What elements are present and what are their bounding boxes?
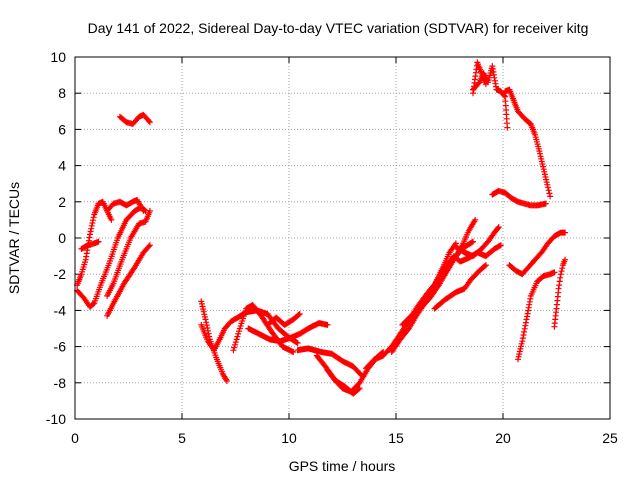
series-track-4 — [104, 197, 147, 214]
x-tick-label: 25 — [602, 430, 618, 446]
series-track-24 — [502, 86, 554, 200]
series-track-9 — [198, 307, 301, 354]
point-markers — [104, 197, 147, 214]
series-track-7 — [116, 111, 153, 127]
data-series — [74, 59, 569, 397]
series-track-15 — [324, 367, 363, 397]
point-markers — [294, 345, 365, 379]
series-track-13 — [294, 345, 365, 379]
x-tick-label: 20 — [495, 430, 511, 446]
point-markers — [104, 242, 153, 319]
y-tick-label: 6 — [58, 121, 66, 137]
point-markers — [324, 367, 363, 397]
point-markers — [515, 269, 558, 363]
y-tick-label: 10 — [50, 49, 66, 65]
point-markers — [264, 311, 303, 328]
point-markers — [116, 111, 153, 127]
point-markers — [104, 207, 153, 299]
x-tick-label: 15 — [388, 430, 404, 446]
x-axis-label: GPS time / hours — [289, 458, 396, 474]
point-markers — [489, 187, 549, 209]
y-tick-label: 8 — [58, 85, 66, 101]
y-tick-label: 0 — [58, 230, 66, 246]
y-axis-label: SDTVAR / TECUs — [6, 182, 22, 294]
series-track-8 — [198, 298, 230, 384]
series-track-25 — [489, 187, 549, 209]
series-track-12 — [264, 311, 303, 328]
point-markers — [470, 59, 489, 97]
series-track-21 — [452, 224, 502, 260]
y-tick-label: -4 — [54, 302, 67, 318]
series-track-23 — [470, 59, 489, 97]
point-markers — [431, 262, 489, 312]
point-markers — [245, 320, 331, 345]
point-markers — [452, 224, 502, 260]
series-track-6 — [78, 238, 102, 252]
point-markers — [198, 298, 230, 384]
grid — [75, 57, 610, 419]
plot-frame — [74, 56, 611, 420]
y-axis-ticks: 10 8 6 4 2 0 -2 -4 -6 -8 -10 — [46, 49, 610, 427]
point-markers — [78, 238, 102, 252]
series-track-2 — [74, 204, 149, 310]
y-tick-label: 4 — [58, 158, 66, 174]
series-track-27 — [515, 269, 558, 363]
x-tick-label: 10 — [281, 430, 297, 446]
y-tick-label: -8 — [54, 375, 67, 391]
x-tick-label: 0 — [71, 430, 79, 446]
x-axis-ticks: 0 5 10 15 20 25 — [71, 57, 618, 446]
point-markers — [198, 307, 301, 354]
series-track-26 — [506, 229, 569, 278]
chart-title: Day 141 of 2022, Sidereal Day-to-day VTE… — [88, 20, 589, 36]
point-markers — [506, 229, 569, 278]
point-markers — [502, 86, 554, 200]
series-track-5 — [104, 242, 153, 319]
y-tick-label: -10 — [46, 411, 66, 427]
series-track-3 — [104, 207, 153, 299]
series-track-11 — [245, 320, 331, 345]
y-tick-label: -2 — [54, 266, 67, 282]
y-tick-label: 2 — [58, 194, 66, 210]
x-tick-label: 5 — [178, 430, 186, 446]
series-track-28 — [551, 256, 569, 330]
series-track-18 — [399, 242, 504, 328]
y-tick-label: -6 — [54, 339, 67, 355]
point-markers — [551, 256, 569, 330]
series-track-20 — [431, 262, 489, 312]
point-markers — [74, 204, 149, 310]
point-markers — [399, 242, 504, 328]
